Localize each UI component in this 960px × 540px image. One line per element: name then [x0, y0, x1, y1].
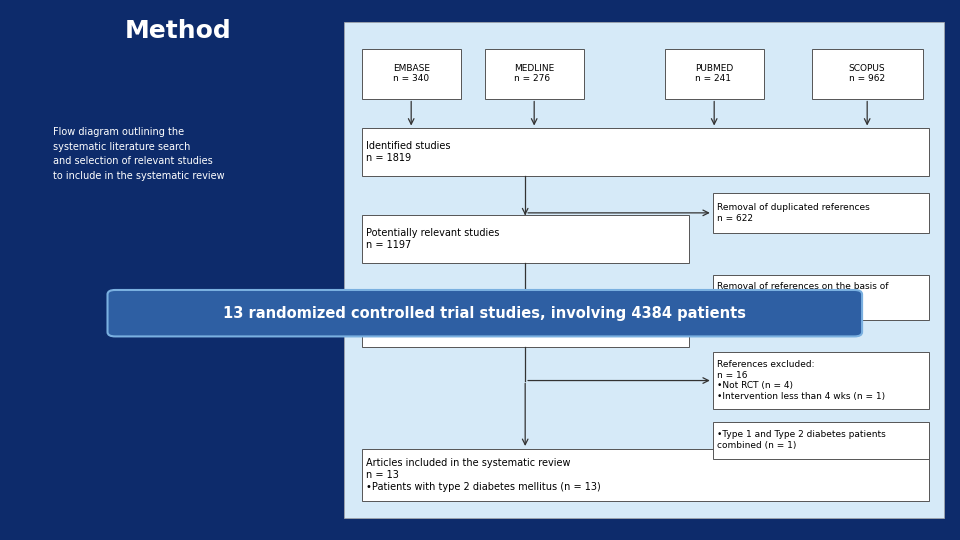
- Text: References excluded:
n = 16
•Not RCT (n = 4)
•Intervention less than 4 wks (n = : References excluded: n = 16 •Not RCT (n …: [717, 360, 886, 401]
- FancyBboxPatch shape: [108, 290, 862, 336]
- Text: EMBASE
n = 340: EMBASE n = 340: [393, 64, 430, 84]
- FancyBboxPatch shape: [362, 49, 461, 99]
- FancyBboxPatch shape: [362, 129, 928, 176]
- FancyBboxPatch shape: [485, 49, 584, 99]
- FancyBboxPatch shape: [712, 422, 928, 459]
- FancyBboxPatch shape: [712, 275, 928, 320]
- FancyBboxPatch shape: [664, 49, 764, 99]
- Text: Removal of duplicated references
n = 622: Removal of duplicated references n = 622: [717, 203, 870, 222]
- FancyBboxPatch shape: [712, 352, 928, 409]
- Text: Potentially relevant studies
n = 1197: Potentially relevant studies n = 1197: [367, 228, 500, 249]
- FancyBboxPatch shape: [362, 449, 928, 501]
- Text: MEDLINE
n = 276: MEDLINE n = 276: [514, 64, 554, 84]
- Text: 13 randomized controlled trial studies, involving 4384 patients: 13 randomized controlled trial studies, …: [224, 306, 746, 321]
- Text: SCOPUS
n = 962: SCOPUS n = 962: [849, 64, 885, 84]
- FancyBboxPatch shape: [362, 215, 688, 262]
- Text: Removal of references on the basis of
title and abstract
n = 1168: Removal of references on the basis of ti…: [717, 282, 889, 312]
- FancyBboxPatch shape: [344, 22, 944, 518]
- Text: Articles included in the systematic review
n = 13
•Patients with type 2 diabetes: Articles included in the systematic revi…: [367, 458, 601, 491]
- Text: •Type 1 and Type 2 diabetes patients
combined (n = 1): •Type 1 and Type 2 diabetes patients com…: [717, 430, 886, 450]
- Text: Potentially relevant studies
n = 29: Potentially relevant studies n = 29: [367, 313, 500, 334]
- FancyBboxPatch shape: [362, 300, 688, 347]
- Text: Flow diagram outlining the
systematic literature search
and selection of relevan: Flow diagram outlining the systematic li…: [53, 127, 225, 181]
- Text: Method: Method: [125, 19, 231, 43]
- FancyBboxPatch shape: [812, 49, 923, 99]
- Text: PUBMED
n = 241: PUBMED n = 241: [695, 64, 733, 84]
- Text: Identified studies
n = 1819: Identified studies n = 1819: [367, 141, 451, 163]
- FancyBboxPatch shape: [712, 193, 928, 233]
